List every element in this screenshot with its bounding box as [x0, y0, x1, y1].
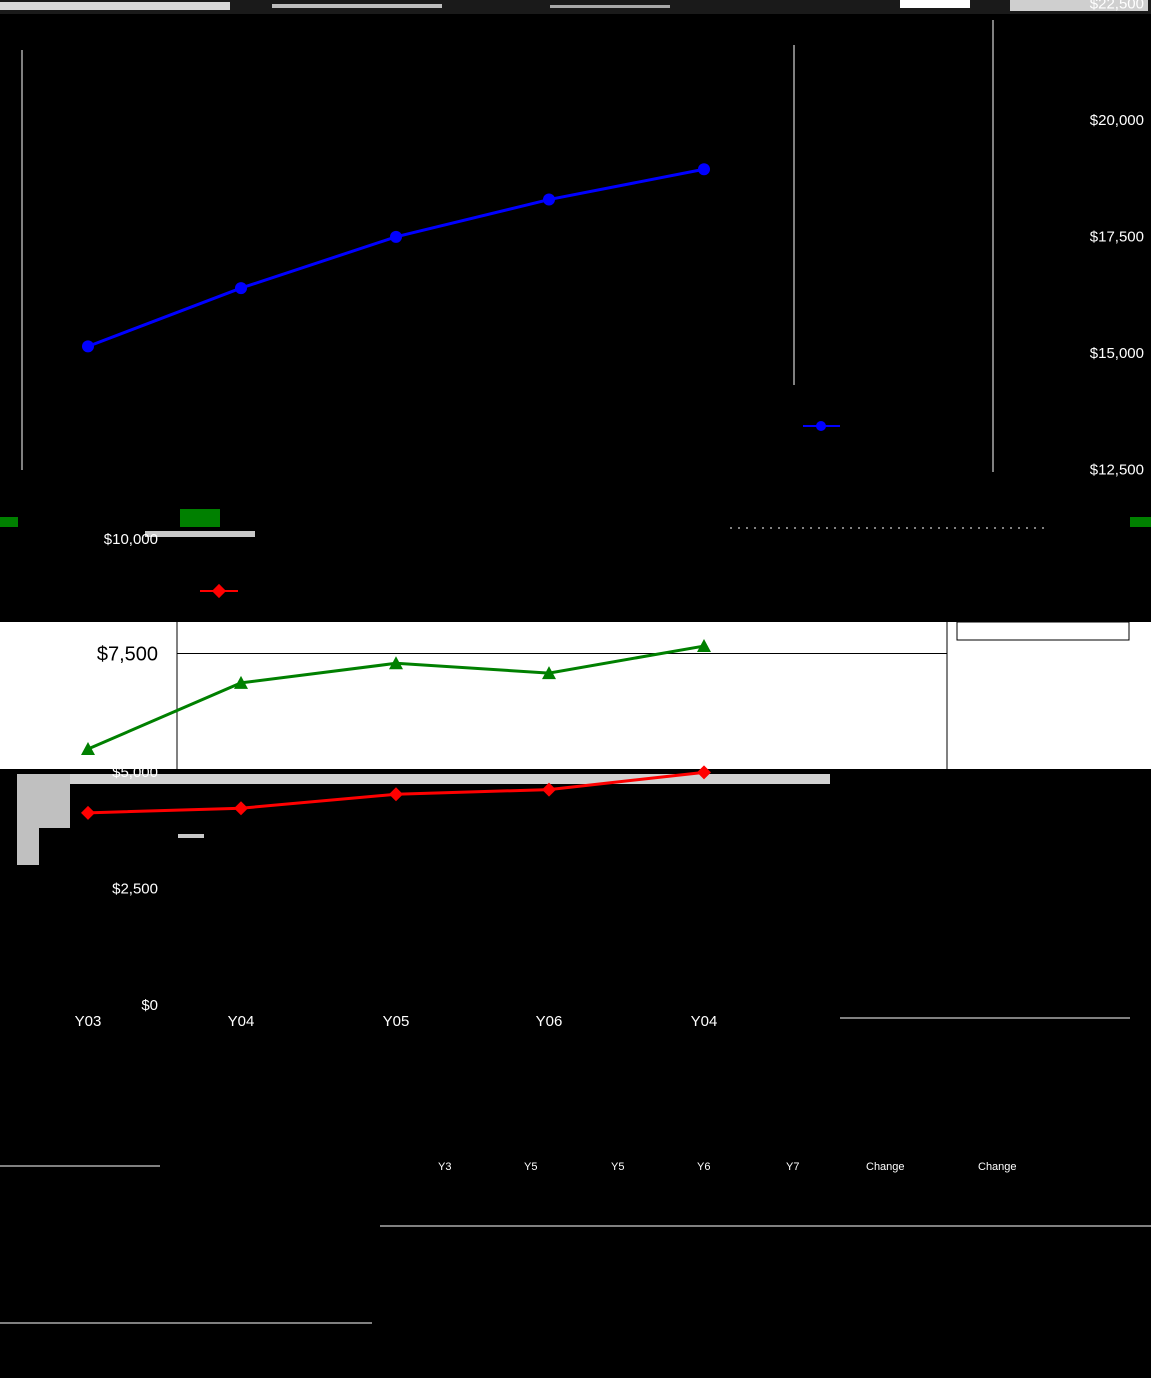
right-axis-tick-label-1: $15,000	[1090, 345, 1144, 362]
left-axis-tick-label-4: $10,000	[104, 531, 158, 548]
x-axis-tick-label-4: Y04	[691, 1013, 718, 1030]
plot-band	[0, 622, 1151, 769]
gray-stub	[178, 834, 204, 838]
gray-shape	[17, 774, 70, 865]
mid-noise-green-left	[0, 517, 18, 527]
series-2-point-0	[81, 805, 95, 820]
legend-red-entry	[200, 583, 238, 599]
table-header-2-col-1: Y3	[438, 1161, 451, 1173]
x-axis-tick-label-1: Y04	[228, 1013, 255, 1030]
legend-blue-entry	[803, 421, 840, 431]
series-0-point-2	[390, 230, 402, 243]
series-0-point-1	[235, 282, 247, 295]
series-0-point-4	[698, 163, 710, 176]
mid-noise-green-block	[180, 509, 220, 527]
series-1-point-4	[697, 639, 711, 653]
table-header-2-col-7: Change	[978, 1161, 1017, 1173]
table-header-2-col-4: Y6	[697, 1161, 710, 1173]
series-2-point-1	[234, 801, 248, 816]
series-1-point-1	[234, 675, 248, 689]
top-noise-strip-1	[0, 2, 230, 10]
legend-box-fragment	[956, 621, 1130, 641]
legend-blue-marker	[816, 421, 826, 431]
x-axis-tick-label-0: Y03	[75, 1013, 102, 1030]
legend-red-marker	[211, 583, 227, 599]
x-axis-tick-label-3: Y06	[536, 1013, 563, 1030]
table-header-2-col-6: Change	[866, 1161, 905, 1173]
series-0-point-3	[543, 193, 555, 206]
right-axis-tick-label-0: $12,500	[1090, 462, 1144, 479]
top-noise-strip-4	[900, 0, 970, 8]
left-axis-tick-label-3: $7,500	[97, 644, 158, 666]
series-0-point-0	[82, 340, 94, 353]
series-1-point-0	[81, 742, 95, 756]
top-noise-strip-5	[1010, 0, 1148, 11]
series-2-point-4	[697, 765, 711, 780]
top-noise-strip-2	[272, 4, 442, 8]
mid-noise-gray-1	[145, 531, 255, 537]
table-header-2-col-2: Y5	[524, 1161, 537, 1173]
series-2-point-3	[542, 782, 556, 797]
x-axis-tick-label-2: Y05	[383, 1013, 410, 1030]
series-1-point-2	[389, 656, 403, 670]
series-2-point-2	[389, 787, 403, 802]
left-axis-tick-label-2: $5,000	[112, 764, 158, 781]
right-axis-tick-label-2: $17,500	[1090, 229, 1144, 246]
right-axis-tick-label-3: $20,000	[1090, 112, 1144, 129]
gray-band	[70, 774, 830, 784]
right-axis-tick-label-4: $22,500	[1090, 0, 1144, 13]
left-axis-tick-label-0: $0	[141, 997, 158, 1014]
series-1-point-3	[542, 666, 556, 680]
mid-noise-green-right	[1130, 517, 1151, 527]
table-header-2-col-5: Y7	[786, 1161, 799, 1173]
top-noise-strip-3	[550, 5, 670, 8]
left-axis-tick-label-1: $2,500	[112, 881, 158, 898]
table-header-2-col-3: Y5	[611, 1161, 624, 1173]
